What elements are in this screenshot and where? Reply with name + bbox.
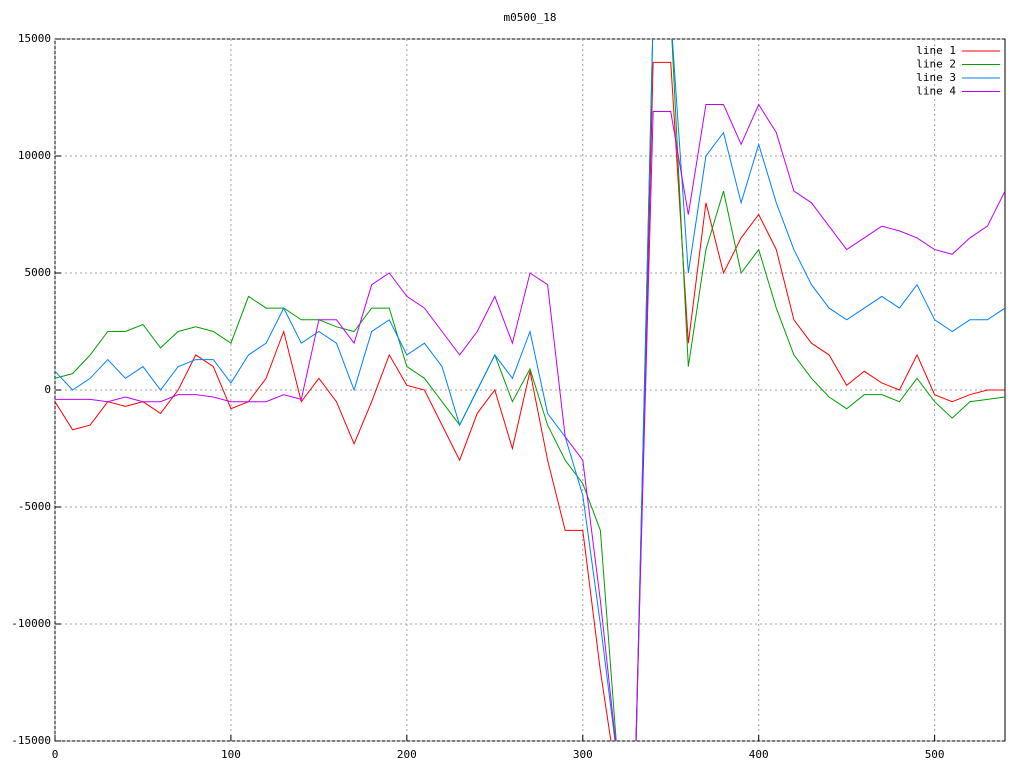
legend-label: line 4: [916, 85, 956, 98]
legend-label: line 3: [916, 71, 956, 84]
series-line: [55, 39, 1005, 741]
chart-title: m0500_18: [504, 11, 557, 24]
series-line: [55, 39, 1005, 741]
y-tick-label: -5000: [18, 500, 51, 513]
y-tick-label: -15000: [11, 734, 51, 747]
y-tick-label: 0: [44, 383, 51, 396]
x-tick-label: 300: [573, 748, 593, 761]
series-line: [55, 103, 1005, 741]
x-tick-label: 100: [221, 748, 241, 761]
legend-label: line 1: [916, 44, 956, 57]
legend-label: line 2: [916, 58, 956, 71]
x-tick-label: 400: [749, 748, 769, 761]
y-tick-label: 10000: [18, 149, 51, 162]
x-tick-label: 500: [925, 748, 945, 761]
y-tick-label: 15000: [18, 32, 51, 45]
x-tick-label: 0: [52, 748, 59, 761]
series-line: [55, 61, 1005, 741]
y-tick-label: 5000: [25, 266, 52, 279]
y-tick-label: -10000: [11, 617, 51, 630]
x-tick-label: 200: [397, 748, 417, 761]
